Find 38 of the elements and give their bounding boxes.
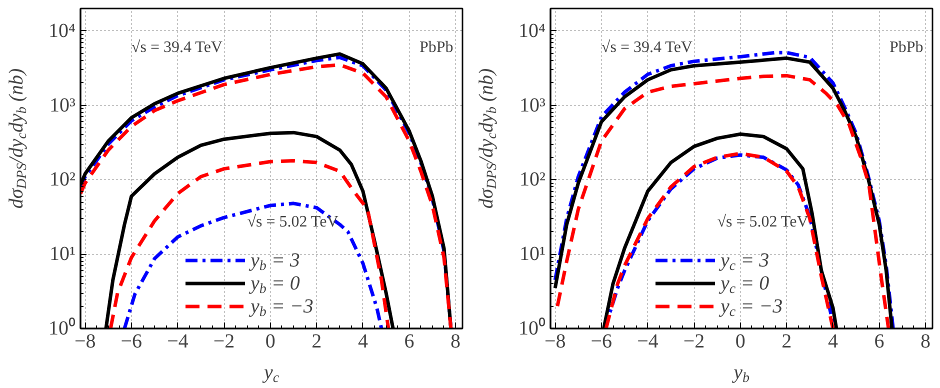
x-tick-label: −2	[213, 330, 235, 352]
x-tick-label: 6	[404, 330, 414, 352]
annotation: √s = 39.4 TeV	[601, 38, 693, 56]
line-series	[122, 202, 384, 328]
x-tick-label: −8	[544, 330, 566, 352]
x-tick-label: 2	[782, 330, 792, 352]
y-tick-label: 10²	[520, 168, 546, 191]
annotation: PbPb	[419, 38, 454, 56]
annotation: √s = 5.02 TeV	[247, 214, 339, 231]
x-tick-label: −8	[74, 330, 96, 352]
annotation: √s = 5.02 TeV	[717, 214, 809, 231]
line-series	[108, 158, 390, 328]
x-tick-label: 8	[920, 330, 931, 352]
y-tick-label: 10¹	[520, 243, 546, 266]
y-tick-label: 10⁰	[48, 316, 76, 340]
x-tick-label: −4	[167, 330, 188, 352]
x-tick-label: 0	[265, 330, 276, 352]
y-tick-label: 10⁰	[518, 316, 546, 340]
y-tick-label: 10³	[50, 94, 76, 116]
x-tick-label: 8	[450, 330, 461, 352]
y-axis-title: dσDPS/dycdyb (nb)	[6, 68, 30, 209]
x-tick-label: 2	[312, 330, 322, 352]
y-tick-label: 10⁴	[518, 20, 546, 42]
x-tick-label: 4	[358, 330, 368, 352]
annotation: PbPb	[889, 38, 924, 56]
y-tick-label: 10²	[50, 168, 76, 191]
y-tick-label: 10¹	[50, 243, 76, 266]
x-tick-label: −6	[590, 330, 612, 352]
x-tick-label: −2	[683, 330, 705, 352]
x-tick-label: 6	[874, 330, 884, 352]
annotation: √s = 39.4 TeV	[131, 38, 223, 56]
x-tick-label: −4	[637, 330, 658, 352]
y-tick-label: 10³	[520, 94, 546, 116]
y-axis-title: dσDPS/dycdyb (nb)	[476, 68, 500, 209]
y-tick-label: 10⁴	[48, 20, 76, 42]
x-tick-label: 0	[735, 330, 746, 352]
x-tick-label: 4	[828, 330, 838, 352]
x-tick-label: −6	[120, 330, 142, 352]
